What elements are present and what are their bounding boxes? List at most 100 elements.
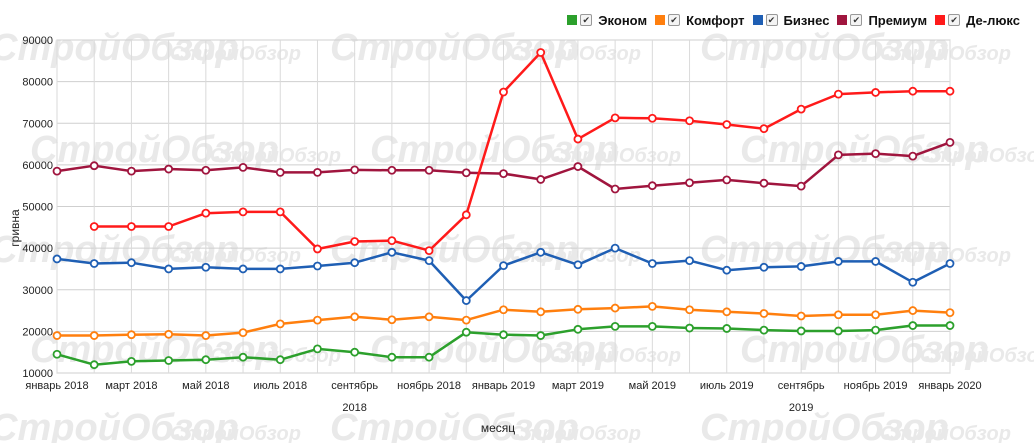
data-point[interactable] [573,134,583,144]
data-point[interactable] [461,327,471,337]
data-point[interactable] [127,166,136,176]
data-point[interactable] [908,306,918,315]
data-point[interactable] [52,166,62,176]
data-point[interactable] [759,178,769,188]
data-point[interactable] [833,150,843,160]
data-point[interactable] [573,162,583,171]
data-point[interactable] [759,262,769,272]
legend-item[interactable]: ✔ Эконом [567,13,647,28]
data-point[interactable] [164,356,174,365]
data-point[interactable] [610,303,620,313]
data-point[interactable] [796,262,806,271]
data-point[interactable] [127,258,136,268]
data-point[interactable] [833,310,843,320]
data-point[interactable] [238,328,248,338]
data-point[interactable] [275,355,285,365]
data-point[interactable] [685,323,694,333]
data-point[interactable] [536,307,546,317]
data-point[interactable] [275,264,285,274]
data-point[interactable] [313,315,322,325]
data-point[interactable] [350,237,360,246]
data-point[interactable] [647,259,657,268]
checkbox-checked-icon[interactable]: ✔ [580,14,593,26]
data-point[interactable] [164,222,174,231]
data-point[interactable] [610,321,620,331]
data-point[interactable] [275,167,285,177]
data-point[interactable] [833,89,843,99]
data-point[interactable] [499,330,508,340]
data-point[interactable] [424,312,434,322]
data-point[interactable] [52,254,62,264]
data-point[interactable] [350,258,360,268]
data-point[interactable] [164,329,174,339]
data-point[interactable] [536,175,546,184]
data-point[interactable] [647,113,657,123]
data-point[interactable] [945,259,955,268]
data-point[interactable] [313,167,322,177]
data-point[interactable] [722,175,732,185]
data-point[interactable] [238,162,248,172]
data-point[interactable] [89,259,99,268]
data-point[interactable] [387,352,397,362]
data-point[interactable] [610,243,620,253]
data-point[interactable] [871,88,880,97]
data-point[interactable] [871,310,880,320]
data-point[interactable] [127,330,136,340]
data-point[interactable] [536,331,546,340]
data-point[interactable] [833,326,843,336]
data-point[interactable] [908,277,918,287]
data-point[interactable] [387,247,397,257]
data-point[interactable] [424,352,434,362]
data-point[interactable] [387,315,397,325]
data-point[interactable] [350,165,360,175]
data-point[interactable] [499,169,508,179]
data-point[interactable] [127,222,136,231]
data-point[interactable] [610,113,620,123]
legend-item[interactable]: ✔ Де-люкс [935,13,1020,28]
data-point[interactable] [350,312,360,322]
data-point[interactable] [759,309,769,318]
data-point[interactable] [461,315,471,325]
data-point[interactable] [536,48,546,57]
legend-item[interactable]: ✔ Премиум [837,13,927,28]
data-point[interactable] [945,137,955,147]
data-point[interactable] [759,124,769,134]
legend-item[interactable]: ✔ Комфорт [655,13,745,28]
data-point[interactable] [52,349,62,359]
data-point[interactable] [685,178,694,188]
data-point[interactable] [424,256,434,266]
data-point[interactable] [89,161,99,171]
data-point[interactable] [647,181,657,191]
data-point[interactable] [424,246,434,256]
data-point[interactable] [201,262,211,272]
data-point[interactable] [238,264,248,274]
data-point[interactable] [52,331,62,340]
data-point[interactable] [201,355,211,365]
data-point[interactable] [499,87,508,97]
data-point[interactable] [685,116,694,126]
data-point[interactable] [313,344,322,354]
data-point[interactable] [201,331,211,340]
data-point[interactable] [796,104,806,114]
data-point[interactable] [945,321,955,330]
checkbox-checked-icon[interactable]: ✔ [948,14,961,26]
data-point[interactable] [89,360,99,370]
data-point[interactable] [722,324,732,333]
data-point[interactable] [127,356,136,366]
data-point[interactable] [387,165,397,175]
data-point[interactable] [499,305,508,315]
data-point[interactable] [573,304,583,314]
data-point[interactable] [833,257,843,266]
data-point[interactable] [275,207,285,217]
data-point[interactable] [461,296,471,305]
checkbox-checked-icon[interactable]: ✔ [765,14,778,26]
data-point[interactable] [313,244,322,254]
data-point[interactable] [685,256,694,266]
data-point[interactable] [685,305,694,315]
data-point[interactable] [647,321,657,331]
data-point[interactable] [610,184,620,194]
data-point[interactable] [945,86,955,96]
data-point[interactable] [164,264,174,274]
data-point[interactable] [313,261,322,271]
data-point[interactable] [908,86,918,96]
